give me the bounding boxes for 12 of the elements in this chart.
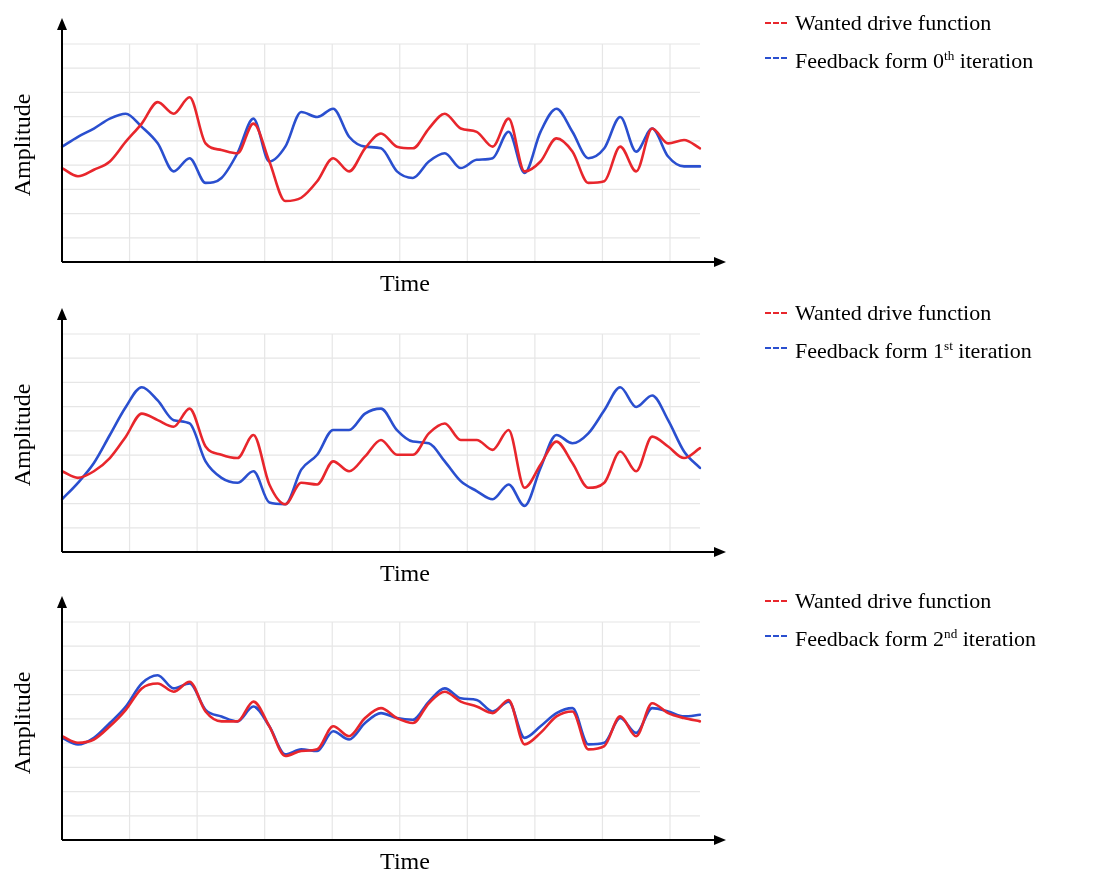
x-axis-title: Time xyxy=(380,270,430,297)
legend-label: Feedback form 1$^{st}$ iteration xyxy=(795,337,1032,366)
y-axis-title: Amplitude xyxy=(8,383,36,487)
legend-label: Feedback form 2$^{nd}$ iteration xyxy=(795,625,1037,654)
legend-label: Wanted drive function xyxy=(795,587,992,615)
y-axis-title: Amplitude xyxy=(8,671,36,775)
legend-label: Feedback form 0$^{th}$ iteration xyxy=(795,47,1034,76)
x-axis-title: Time xyxy=(380,560,430,587)
y-axis-title: Amplitude xyxy=(8,93,36,197)
legend-label: Wanted drive function xyxy=(795,9,992,37)
legend-label: Wanted drive function xyxy=(795,299,992,327)
x-axis-title: Time xyxy=(380,848,430,875)
